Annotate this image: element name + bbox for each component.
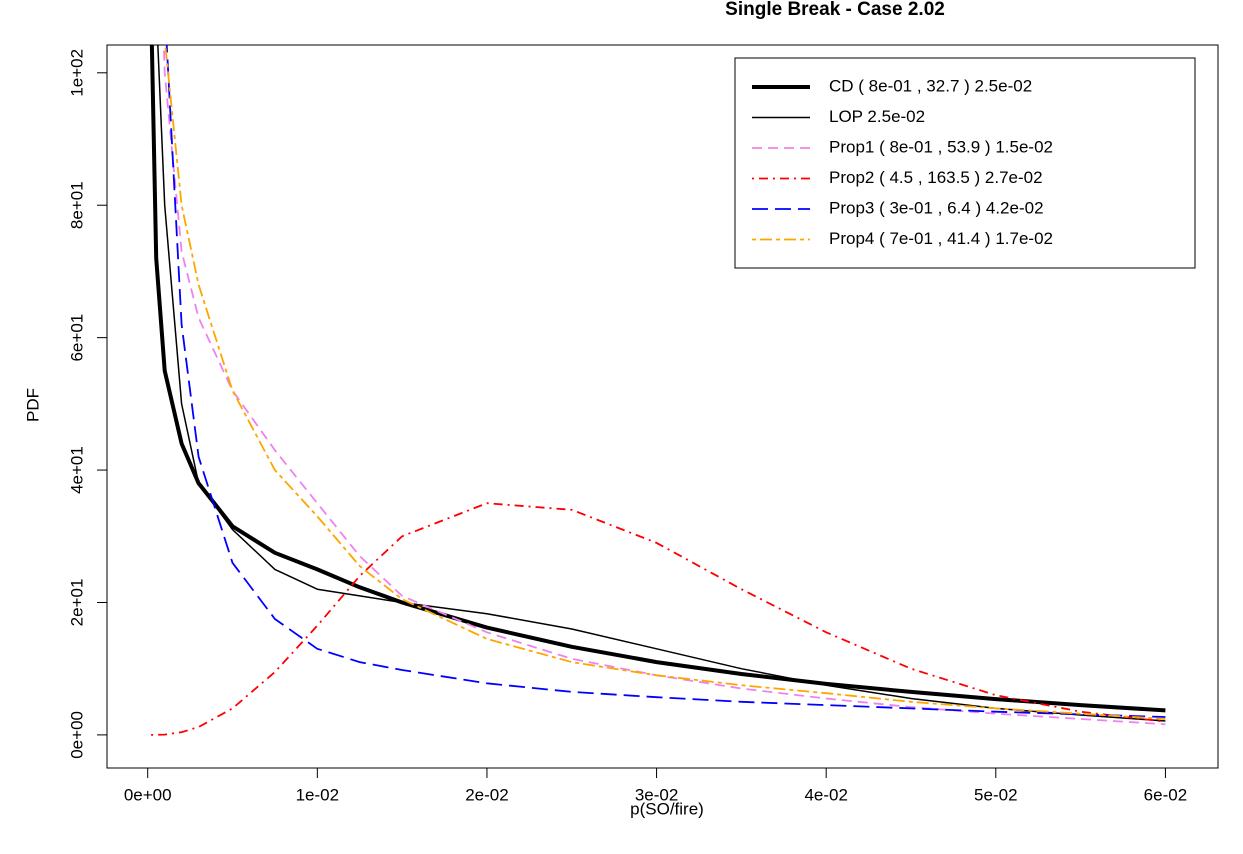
y-tick-label: 8e+01 — [67, 181, 86, 229]
series-line — [164, 45, 1166, 720]
legend-label: Prop1 ( 8e-01 , 53.9 ) 1.5e-02 — [829, 137, 1053, 156]
y-tick-label: 6e+01 — [67, 314, 86, 362]
y-tick-label: 1e+02 — [67, 49, 86, 97]
legend-box — [734, 57, 1196, 269]
legend-label: Prop3 ( 3e-01 , 6.4 ) 4.2e-02 — [829, 198, 1044, 217]
legend-label: Prop4 ( 7e-01 , 41.4 ) 1.7e-02 — [829, 229, 1053, 248]
series-line — [162, 45, 1166, 726]
series-line — [157, 45, 1166, 722]
series-line — [151, 502, 1166, 736]
y-axis-label: PDF — [23, 388, 42, 422]
chart-title: Single Break - Case 2.02 — [725, 0, 945, 20]
x-tick-label: 0e+00 — [124, 785, 172, 804]
x-tick-label: 2e-02 — [465, 785, 508, 804]
x-tick-label: 3e-02 — [635, 785, 678, 804]
y-tick-label: 4e+01 — [67, 446, 86, 494]
legend-label: LOP 2.5e-02 — [829, 107, 925, 126]
y-tick-label: 2e+01 — [67, 579, 86, 627]
x-axis-label: p(SO/fire) — [630, 799, 704, 818]
legend-label: CD ( 8e-01 , 32.7 ) 2.5e-02 — [829, 76, 1032, 95]
x-tick-label: 5e-02 — [974, 785, 1017, 804]
series-line — [165, 45, 1166, 718]
x-tick-label: 1e-02 — [296, 785, 339, 804]
y-tick-label: 0e+00 — [67, 711, 86, 759]
plot-frame — [106, 44, 1219, 769]
lines — [149, 45, 1166, 736]
legend-label: Prop2 ( 4.5 , 163.5 ) 2.7e-02 — [829, 168, 1043, 187]
x-tick-label: 4e-02 — [804, 785, 847, 804]
x-tick-label: 6e-02 — [1144, 785, 1187, 804]
